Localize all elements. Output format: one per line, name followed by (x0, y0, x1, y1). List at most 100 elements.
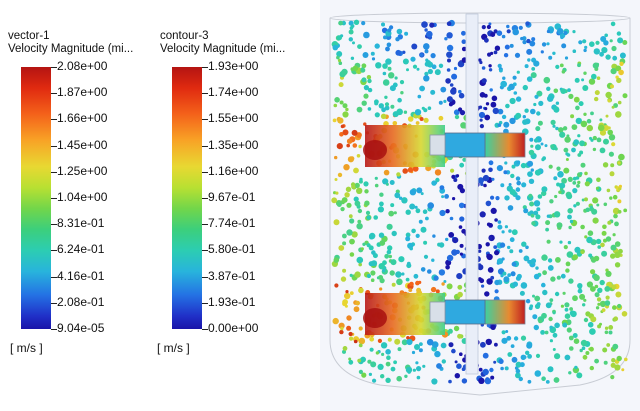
particle (351, 129, 358, 136)
particle (624, 357, 628, 362)
particle (594, 90, 600, 96)
particle (522, 205, 527, 210)
particle (564, 307, 569, 312)
particle (605, 114, 609, 118)
particle (482, 368, 489, 376)
particle (568, 335, 574, 341)
particle (535, 126, 541, 132)
particle (606, 343, 611, 347)
particle (616, 31, 622, 36)
colorbar-tick (202, 171, 208, 173)
particle (446, 21, 452, 27)
particle (408, 288, 413, 292)
particle (527, 354, 532, 359)
particle (458, 225, 463, 229)
particle (585, 351, 590, 355)
particle (602, 224, 607, 230)
particle (393, 211, 397, 215)
particle (604, 326, 609, 330)
units-label: [ m/s ] (157, 341, 190, 355)
particle (405, 236, 411, 242)
particle (378, 275, 384, 280)
particle (533, 210, 539, 216)
particle (570, 310, 577, 318)
particle (338, 82, 344, 88)
colorbar-tick (51, 145, 57, 147)
particle (372, 378, 377, 383)
particle (407, 167, 414, 173)
particle (558, 190, 562, 194)
particle (594, 284, 599, 289)
particle (385, 377, 391, 383)
particle (612, 305, 617, 310)
particle (342, 111, 349, 118)
particle (414, 344, 420, 350)
particle (594, 358, 599, 364)
particle (409, 203, 416, 210)
colorbar-tick-label: 1.04e+00 (57, 190, 108, 204)
particle (354, 182, 360, 189)
particle (527, 259, 532, 264)
particle (367, 359, 372, 364)
particle (337, 58, 342, 63)
particle (484, 37, 489, 43)
particle (368, 372, 372, 376)
particle (543, 76, 551, 84)
particle (456, 273, 463, 280)
particle (385, 58, 392, 65)
particle (611, 105, 615, 109)
particle (542, 270, 547, 276)
particle (375, 351, 380, 355)
particle (601, 250, 608, 257)
particle (396, 172, 401, 177)
particle (535, 353, 541, 358)
particle (344, 292, 351, 300)
particle (436, 363, 442, 369)
particle (367, 78, 372, 84)
particle (569, 307, 573, 311)
particle (582, 85, 589, 91)
particle (531, 221, 536, 226)
particle (360, 247, 364, 251)
particle (447, 58, 451, 63)
particle (336, 51, 343, 57)
particle (521, 182, 527, 188)
mixing-tank-viewport[interactable] (320, 0, 640, 411)
particle (572, 254, 578, 260)
particle (595, 186, 599, 190)
particle (477, 264, 484, 271)
colorbar-tick (51, 67, 57, 68)
particle (584, 181, 590, 187)
particle (546, 86, 551, 92)
particle (577, 288, 583, 294)
colorbar-tick-label: 0.00e+00 (208, 321, 259, 335)
particle (510, 344, 515, 348)
particle (444, 37, 448, 41)
particle (554, 322, 560, 329)
particle (493, 245, 498, 250)
particle (396, 375, 402, 382)
particle (597, 124, 605, 132)
particle (348, 359, 354, 365)
particle (569, 346, 574, 351)
colorbar-tick (202, 198, 208, 199)
particle (364, 189, 369, 194)
particle (405, 209, 411, 215)
particle (490, 32, 496, 37)
particle (431, 378, 438, 385)
particle (342, 349, 346, 354)
particle (387, 337, 392, 342)
particle (541, 376, 546, 382)
particle (497, 108, 504, 115)
particle (356, 223, 363, 230)
particle (420, 226, 427, 233)
particle (389, 270, 395, 276)
particle (496, 258, 504, 265)
particle (571, 124, 578, 130)
particle (567, 88, 571, 92)
particle (499, 242, 506, 248)
particle (586, 236, 593, 244)
particle (587, 230, 594, 236)
particle (358, 337, 366, 345)
particle (481, 66, 486, 70)
